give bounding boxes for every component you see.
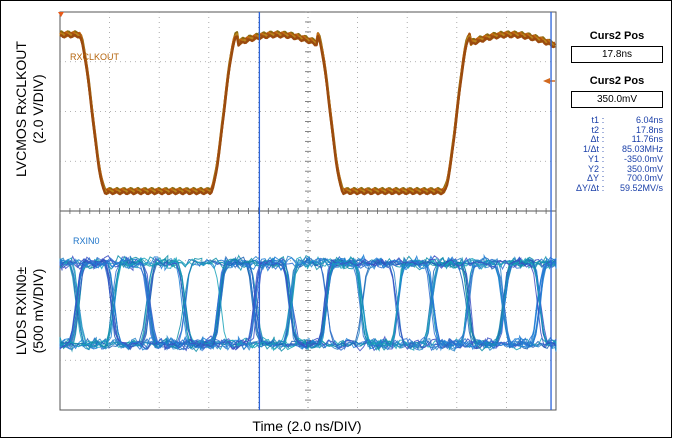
measurement-row: ΔY/Δt: 59.52MV/s xyxy=(563,182,671,194)
measurement-value: 59.52MV/s xyxy=(619,182,663,193)
measurement-colon: : xyxy=(601,124,605,135)
measurement-row: t2: 17.8ns xyxy=(563,124,671,136)
measurement-colon: : xyxy=(601,153,605,164)
measurement-readout: t1: 6.04ns t2: 17.8ns Δt: 11.76ns 1/Δt: 85.03MH… xyxy=(563,115,671,194)
measurement-row: 1/Δt: 85.03MHz xyxy=(563,144,671,155)
measurement-key: Y1 xyxy=(587,153,599,164)
eye-trace xyxy=(59,258,557,349)
measurement-key: Δt xyxy=(590,134,599,145)
measurement-row: t1: 6.04ns xyxy=(563,115,671,126)
y-label-bottom-line2: (500 mV/DIV) xyxy=(30,268,46,354)
y-label-top-line2: (2.0 V/DIV) xyxy=(30,74,46,144)
measurement-colon: : xyxy=(601,134,605,145)
measurement-key: ΔY/Δt xyxy=(575,182,599,193)
channel-label-rxin0: RXIN0 xyxy=(73,236,100,246)
measurement-colon: : xyxy=(601,173,605,184)
measurement-value: 17.8ns xyxy=(635,124,663,135)
y-axis-label-top: LVCMOS RxCLKOUT (2.0 V/DIV) xyxy=(13,41,47,177)
measurement-value: 350.0mV xyxy=(626,163,663,174)
measurement-row: Y2: 350.0mV xyxy=(563,163,671,175)
eye-trace xyxy=(59,255,557,352)
trigger-marker-icon xyxy=(543,78,550,84)
channel-label-rxclkout: RXCLKOUT xyxy=(70,52,120,62)
trigger-position-icon xyxy=(58,12,64,17)
measurement-row: Y1: -350.0mV xyxy=(563,153,671,165)
measurement-value: 6.04ns xyxy=(635,115,663,125)
eye-trace xyxy=(59,257,557,351)
y-axis-label-bottom: LVDS RXIN0± (500 mV/DIV) xyxy=(13,267,47,355)
measurement-value: 700.0mV xyxy=(626,173,663,184)
y-label-top-line1: LVCMOS RxCLKOUT xyxy=(13,41,29,177)
measurement-value: -350.0mV xyxy=(623,153,663,164)
measurement-value: 85.03MHz xyxy=(621,144,663,155)
y-label-bottom-line1: LVDS RXIN0± xyxy=(13,266,29,356)
measurement-key: t1 xyxy=(591,115,599,125)
measurement-colon: : xyxy=(601,115,605,125)
measurement-key: t2 xyxy=(591,124,599,135)
cursor-time-value[interactable]: 17.8ns xyxy=(571,46,663,63)
measurement-row: Δt: 11.76ns xyxy=(563,135,671,145)
x-axis-label: Time (2.0 ns/DIV) xyxy=(252,418,362,434)
measurement-colon: : xyxy=(601,163,605,174)
clock-trace xyxy=(59,33,556,196)
measurement-value: 11.76ns xyxy=(631,134,663,145)
cursor-volt-title: Curs2 Pos xyxy=(589,75,645,87)
measurement-key: Y2 xyxy=(587,163,599,174)
measurement-row: ΔY: 700.0mV xyxy=(563,174,671,184)
cursor-panel: Curs2 Pos 17.8ns Curs2 Pos 350.0mV t1: 6.… xyxy=(563,30,671,194)
cursor-volt-value[interactable]: 350.0mV xyxy=(571,91,663,108)
cursor-time-title: Curs2 Pos xyxy=(589,30,645,42)
measurement-key: ΔY xyxy=(586,173,599,184)
measurement-colon: : xyxy=(601,182,605,193)
measurement-colon: : xyxy=(601,144,605,155)
eye-trace xyxy=(59,255,557,351)
measurement-key: 1/Δt xyxy=(582,144,599,155)
eye-trace xyxy=(59,256,557,351)
